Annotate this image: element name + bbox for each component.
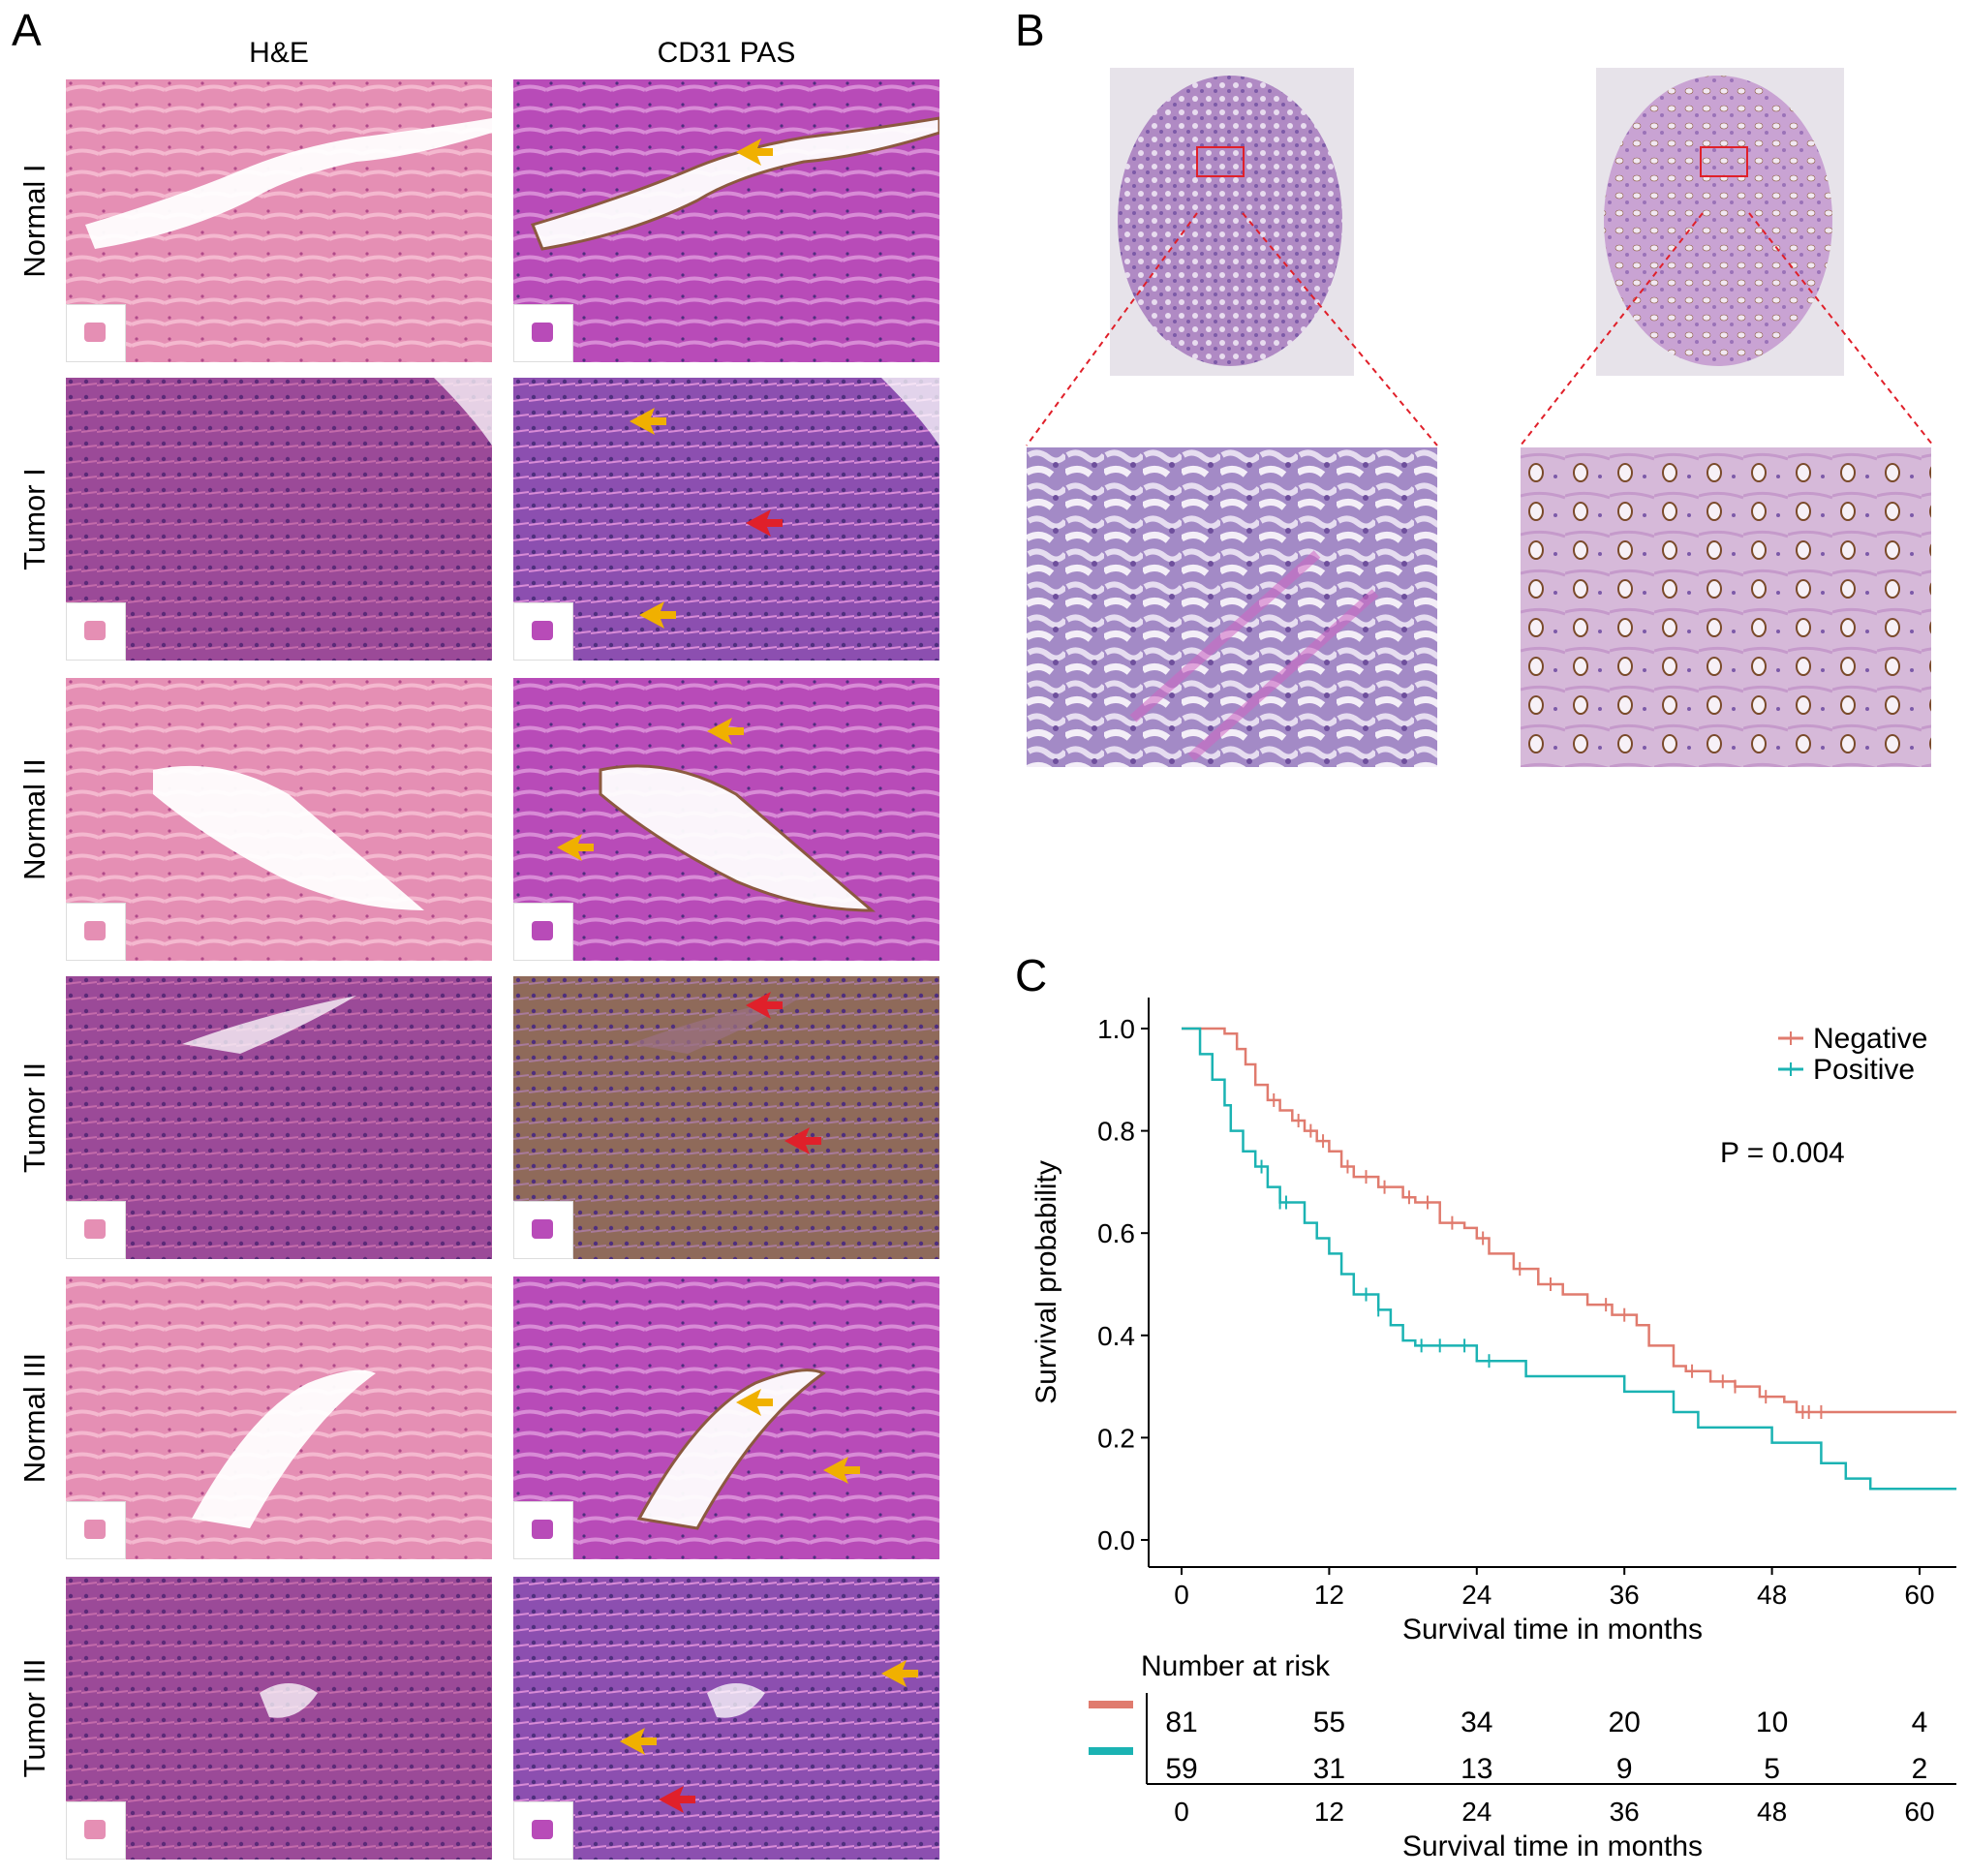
risk-table-title: Number at risk [1141,1650,1331,1682]
y-tick-label: 0.4 [1097,1321,1135,1351]
x-axis-title: Survival time in months [1402,1614,1703,1645]
legend-label-negative: Negative [1813,1023,1927,1055]
risk-x-axis-title: Survival time in months [1402,1830,1703,1862]
y-tick-label: 0.6 [1097,1218,1135,1248]
y-tick-label: 0.2 [1097,1423,1135,1453]
risk-count: 59 [1165,1753,1197,1785]
risk-count: 31 [1313,1753,1345,1785]
y-axis-title: Survival probability [1030,1160,1062,1404]
legend-label-positive: Positive [1813,1054,1915,1086]
risk-x-tick-label: 60 [1904,1797,1934,1827]
thumbnail-overview [513,602,573,661]
y-tick-label: 0.8 [1097,1117,1135,1147]
tma-core-left [1110,68,1354,376]
tma-core-right [1596,68,1844,376]
red-arrow [746,992,783,1019]
risk-row-swatch-negative [1089,1701,1133,1708]
thumbnail-overview [513,1801,573,1860]
yellow-arrow [707,718,744,745]
x-tick-label: 48 [1757,1580,1787,1610]
survival-curve-negative [1182,1027,1957,1414]
cd31-pas-image-normal-i [513,79,939,362]
thumbnail-overview [66,304,126,362]
yellow-arrow [881,1660,918,1687]
cd31-pas-image-tumor-i [513,378,939,661]
risk-count: 4 [1912,1707,1928,1738]
p-value-annotation: P = 0.004 [1720,1137,1845,1169]
risk-count: 9 [1616,1753,1633,1785]
y-tick-label: 1.0 [1097,1014,1135,1044]
tma-zoom-right [1521,447,1931,767]
he-image-tumor-ii [66,976,492,1259]
yellow-arrow [620,1728,657,1755]
x-tick-label: 24 [1461,1580,1491,1610]
risk-count: 2 [1912,1753,1928,1785]
risk-count: 5 [1764,1753,1780,1785]
he-image-normal-ii [66,678,492,961]
red-arrow [659,1786,695,1813]
risk-count: 10 [1756,1707,1788,1738]
row-label-tumor-i: Tumor I [17,468,51,570]
risk-x-tick-label: 24 [1461,1797,1491,1827]
panel-label-b: B [1015,5,1045,55]
red-arrow [784,1127,821,1154]
thumbnail-overview [66,1801,126,1860]
row-label-tumor-ii: Tumor II [17,1061,51,1174]
risk-count: 34 [1461,1707,1492,1738]
yellow-arrow [736,138,773,166]
yellow-arrow [639,601,676,629]
thumbnail-overview [66,1201,126,1259]
risk-row-swatch-positive [1089,1747,1133,1755]
risk-x-tick-label: 0 [1174,1797,1189,1827]
tma-zoom-left [1027,447,1437,767]
yellow-arrow [736,1389,773,1416]
column-header-cd31-pas: CD31 PAS [657,37,796,69]
risk-count: 55 [1313,1707,1345,1738]
he-image-tumor-iii [66,1577,492,1860]
risk-x-tick-label: 48 [1757,1797,1787,1827]
cd31-pas-image-normal-iii [513,1276,939,1559]
he-image-normal-i [66,79,492,362]
yellow-arrow [630,408,666,435]
thumbnail-overview [66,602,126,661]
he-image-normal-iii [66,1276,492,1559]
row-label-tumor-iii: Tumor III [17,1658,51,1778]
x-tick-label: 36 [1610,1580,1640,1610]
zoom-connector-lines [1026,212,1934,446]
row-label-normal-iii: Normal III [17,1352,51,1484]
row-label-normal-i: Normal I [17,164,51,278]
y-tick-label: 0.0 [1097,1525,1135,1555]
survival-curve-positive [1182,1027,1957,1491]
risk-count: 20 [1609,1707,1641,1738]
thumbnail-overview [66,1501,126,1559]
thumbnail-overview [513,304,573,362]
thumbnail-overview [513,1501,573,1559]
red-arrow [746,509,783,537]
he-image-tumor-i [66,378,492,661]
x-tick-label: 0 [1174,1580,1189,1610]
cd31-pas-image-tumor-ii [513,976,939,1259]
cd31-pas-image-tumor-iii [513,1577,939,1860]
panel-label-c: C [1015,950,1048,1000]
yellow-arrow [557,834,594,861]
risk-x-tick-label: 36 [1610,1797,1640,1827]
thumbnail-overview [513,1201,573,1259]
cd31-pas-image-normal-ii [513,678,939,961]
column-header-he: H&E [249,37,309,69]
risk-x-tick-label: 12 [1314,1797,1344,1827]
row-label-normal-ii: Normal II [17,758,51,880]
yellow-arrow [823,1457,860,1484]
x-tick-label: 60 [1904,1580,1934,1610]
panel-label-a: A [12,5,42,55]
x-tick-label: 12 [1314,1580,1344,1610]
thumbnail-overview [513,903,573,961]
risk-count: 13 [1461,1753,1492,1785]
risk-count: 81 [1165,1707,1197,1738]
thumbnail-overview [66,903,126,961]
